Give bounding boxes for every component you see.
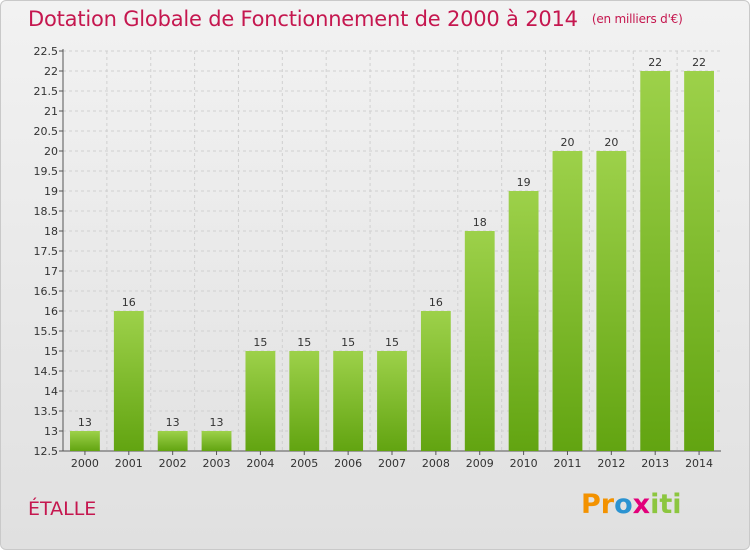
title-text: Dotation Globale de Fonctionnement de 20…	[28, 7, 578, 31]
x-tick-label: 2002	[159, 457, 187, 470]
data-label: 13	[166, 416, 180, 429]
bar	[289, 351, 320, 451]
y-tick-label: 20	[44, 145, 58, 158]
data-label: 22	[648, 56, 662, 69]
y-tick-label: 16	[44, 305, 58, 318]
y-tick-label: 18	[44, 225, 58, 238]
y-tick-label: 21	[44, 105, 58, 118]
bar	[333, 351, 364, 451]
chart-title: Dotation Globale de Fonctionnement de 20…	[28, 7, 683, 31]
data-label: 15	[341, 336, 355, 349]
y-tick-label: 12.5	[34, 445, 59, 458]
y-tick-label: 22.5	[34, 45, 59, 58]
bar	[157, 431, 188, 451]
bar	[245, 351, 276, 451]
y-tick-label: 15.5	[34, 325, 59, 338]
data-label: 20	[560, 136, 574, 149]
y-tick-label: 16.5	[34, 285, 59, 298]
x-tick-label: 2010	[510, 457, 538, 470]
data-label: 13	[78, 416, 92, 429]
y-tick-label: 13.5	[34, 405, 59, 418]
y-tick-label: 19.5	[34, 165, 59, 178]
bar	[377, 351, 407, 451]
y-tick-label: 18.5	[34, 205, 59, 218]
x-tick-label: 2003	[203, 457, 231, 470]
bar	[201, 431, 232, 451]
y-tick-label: 19	[44, 185, 58, 198]
data-label: 19	[517, 176, 531, 189]
bar	[70, 431, 100, 451]
data-label: 15	[385, 336, 399, 349]
y-tick-label: 17	[44, 265, 58, 278]
bar	[640, 71, 671, 451]
y-tick-label: 21.5	[34, 85, 59, 98]
bar	[684, 71, 714, 451]
data-label: 15	[297, 336, 311, 349]
x-tick-label: 2000	[71, 457, 99, 470]
proxiti-logo: Proxiti	[581, 489, 682, 520]
data-labels: 13 16 13 13 15 15 15 15 16 18 19 20 20 22 22	[78, 56, 706, 429]
chart-subtitle: (en milliers d'€)	[591, 12, 683, 26]
x-tick-label: 2012	[597, 457, 625, 470]
x-tick-label: 2001	[115, 457, 143, 470]
data-label: 15	[253, 336, 267, 349]
data-label: 20	[604, 136, 618, 149]
x-tick-label: 2004	[246, 457, 274, 470]
data-label: 22	[692, 56, 706, 69]
bar	[508, 191, 539, 451]
x-tick-label: 2009	[466, 457, 494, 470]
x-tick-label: 2011	[553, 457, 581, 470]
axes: 12.5 13 13.5 14 14.5 15 15.5 16 16.5 17 17.5 18 18.5…	[34, 45, 721, 470]
data-label: 16	[122, 296, 136, 309]
data-label: 16	[429, 296, 443, 309]
data-label: 18	[473, 216, 487, 229]
x-tick-label: 2008	[422, 457, 450, 470]
y-tick-label: 15	[44, 345, 58, 358]
x-tick-label: 2005	[290, 457, 318, 470]
bar	[596, 151, 627, 451]
y-tick-label: 14	[44, 385, 58, 398]
bar	[420, 311, 451, 451]
data-label: 13	[210, 416, 224, 429]
y-tick-label: 20.5	[34, 125, 59, 138]
bar	[552, 151, 583, 451]
bar	[464, 231, 495, 451]
y-tick-label: 13	[44, 425, 58, 438]
x-tick-label: 2014	[685, 457, 713, 470]
y-tick-label: 22	[44, 65, 58, 78]
x-tick-label: 2013	[641, 457, 669, 470]
bar	[113, 311, 144, 451]
y-tick-label: 17.5	[34, 245, 59, 258]
bars	[70, 71, 714, 451]
commune-name: ÉTALLE	[28, 498, 97, 520]
y-tick-label: 14.5	[34, 365, 59, 378]
x-tick-label: 2006	[334, 457, 362, 470]
x-tick-label: 2007	[378, 457, 406, 470]
